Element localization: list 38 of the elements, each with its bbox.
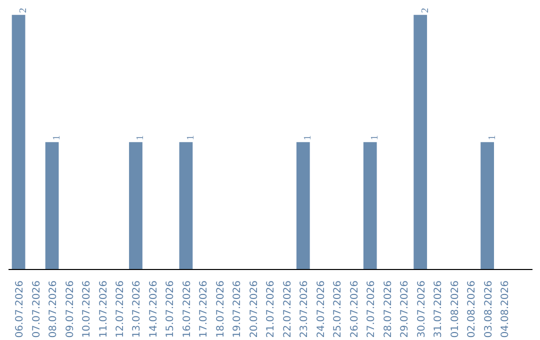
data-label: 1 [370, 135, 381, 140]
x-tick-label: 13.07.2026 [132, 280, 143, 338]
data-label: 1 [52, 135, 63, 140]
x-tick-label: 15.07.2026 [165, 280, 176, 338]
x-tick-label: 06.07.2026 [14, 280, 26, 338]
data-label: 2 [420, 8, 431, 13]
x-tick-label: 07.07.2026 [31, 280, 42, 338]
x-tick-label: 12.07.2026 [114, 280, 126, 338]
x-tick-label: 24.07.2026 [316, 280, 327, 338]
x-tick-label: 30.07.2026 [416, 280, 428, 338]
x-tick-label: 23.07.2026 [299, 280, 310, 338]
data-label: 1 [486, 135, 498, 140]
x-tick-label: 02.08.2026 [466, 280, 478, 338]
x-tick-label: 11.07.2026 [98, 280, 110, 338]
x-tick-label: 20.07.2026 [248, 280, 260, 338]
x-tick-label: 10.07.2026 [82, 280, 93, 338]
x-tick-label: 03.08.2026 [483, 280, 494, 338]
x-tick-label: 21.07.2026 [266, 280, 277, 338]
x-tick-label: 01.08.2026 [450, 280, 461, 338]
x-tick-label: 31.07.2026 [433, 280, 444, 338]
data-label: 1 [302, 135, 314, 140]
x-tick-label: 28.07.2026 [382, 280, 394, 338]
x-tick-label: 27.07.2026 [366, 280, 378, 338]
x-tick-label: 08.07.2026 [48, 280, 60, 338]
x-tick-label: 09.07.2026 [64, 280, 76, 338]
data-label: 1 [135, 135, 146, 140]
x-tick-label: 17.07.2026 [198, 280, 210, 338]
x-tick-label: 22.07.2026 [282, 280, 294, 338]
x-tick-label: 16.07.2026 [182, 280, 193, 338]
data-label: 1 [185, 135, 196, 140]
x-tick-label: 18.07.2026 [215, 280, 226, 338]
x-tick-label: 19.07.2026 [232, 280, 244, 338]
x-tick-label: 25.07.2026 [332, 280, 344, 338]
x-tick-label: 29.07.2026 [400, 280, 411, 338]
x-tick-label: 14.07.2026 [148, 280, 160, 338]
data-label: 2 [18, 8, 30, 13]
x-tick-label: 26.07.2026 [349, 280, 360, 338]
x-tick-label: 04.08.2026 [500, 280, 512, 338]
